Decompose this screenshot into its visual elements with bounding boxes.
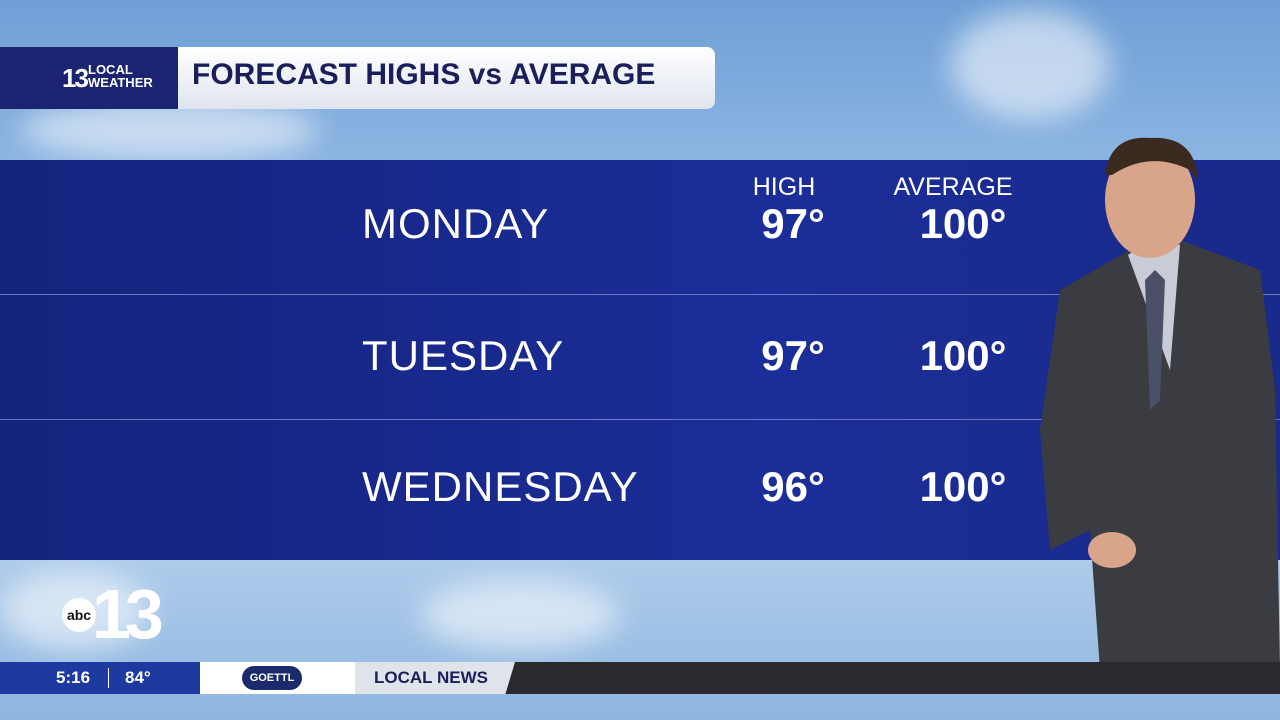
logo-box: 13 LOCAL WEATHER [0,47,180,109]
row-separator [0,419,1280,420]
section-box: LOCAL NEWS [355,662,515,694]
high-value: 96° [761,463,825,510]
day-label: TUESDAY [362,332,565,379]
day-label: MONDAY [362,200,550,247]
ticker-status: 5:16 84° [0,662,200,694]
divider [108,668,109,688]
cloud [20,100,320,160]
sponsor-box: GOETTL [200,662,360,694]
high-value: 97° [761,332,825,379]
row-separator [0,294,1280,295]
section-label: LOCAL NEWS [374,668,488,687]
title-bar [178,47,715,109]
station-logo: abc 13 [62,575,164,653]
average-value: 100° [919,332,1007,379]
high-value: 97° [761,200,825,247]
column-header: HIGH [752,173,816,201]
cloud [950,10,1110,120]
average-value: 100° [919,200,1007,247]
presenter [1040,137,1280,670]
logo-text: LOCAL WEATHER [88,63,153,89]
logo-line: LOCAL [88,62,133,77]
logo-number: 13 [62,63,89,93]
sponsor-logo: GOETTL [242,666,302,690]
column-header: AVERAGE [893,173,1013,201]
logo-line: WEATHER [88,75,153,90]
temperature: 84° [125,668,151,687]
day-label: WEDNESDAY [362,463,639,510]
title: FORECAST HIGHS vs AVERAGE [192,58,656,91]
cloud [420,580,620,650]
average-value: 100° [919,463,1007,510]
logo-number: 13 [92,575,164,653]
network-logo: abc [62,598,96,632]
time: 5:16 [56,668,91,687]
